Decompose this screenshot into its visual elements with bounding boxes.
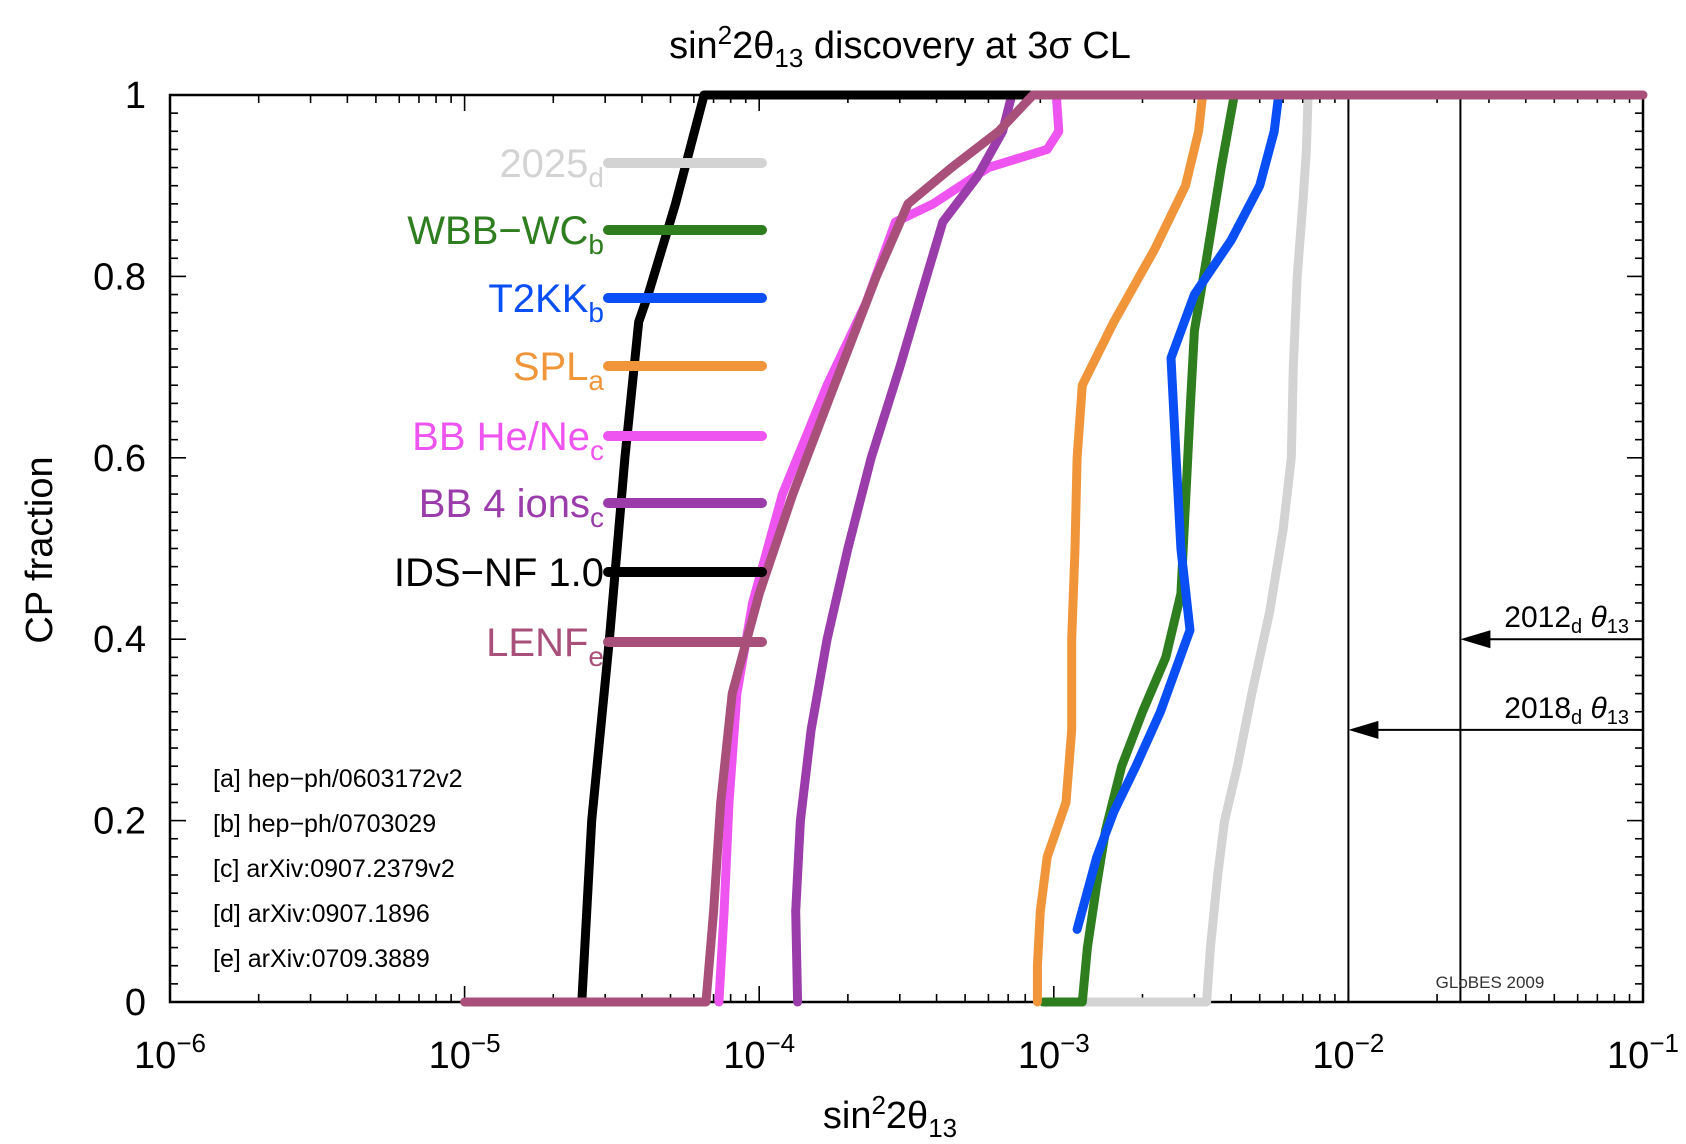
legend-label: BB 4 ionsc <box>419 482 604 533</box>
x-axis-label: sin22θ13 <box>823 1090 957 1143</box>
arrow-head <box>1348 720 1379 739</box>
x-tick-label: 10−6 <box>134 1028 206 1077</box>
legend-label: T2KKb <box>488 277 604 328</box>
y-tick-label: 0 <box>125 982 146 1024</box>
reference-item: [c] arXiv:0907.2379v2 <box>213 855 455 883</box>
legend-label: WBB−WCb <box>407 209 604 260</box>
reference-lines: 2018d θ13 2012d θ13 <box>1347 95 1643 1002</box>
y-tick-label: 0.4 <box>93 619 146 661</box>
series-line <box>460 90 1648 1007</box>
y-axis-label: CP fraction <box>19 456 61 643</box>
reference-line-label: 2018d θ13 <box>1504 692 1629 729</box>
arrow-head <box>1460 630 1491 649</box>
x-tick-label: 10−1 <box>1607 1028 1679 1077</box>
y-tick-label: 0.8 <box>93 256 146 298</box>
legend: 2025d WBB−WCb T2KKb SPLa BB He/Nec BB 4 ionsc… <box>394 142 767 672</box>
x-tick-label: 10−5 <box>429 1028 501 1077</box>
reference-item: [b] hep−ph/0703029 <box>213 810 436 838</box>
series-line <box>577 90 1035 1007</box>
series-lines <box>460 90 1648 1007</box>
y-tick-label: 1 <box>125 75 146 117</box>
x-tick-label: 10−3 <box>1018 1028 1090 1077</box>
series-line <box>1032 90 1208 1007</box>
y-tick-label: 0.2 <box>93 801 146 843</box>
series-line <box>1072 90 1284 934</box>
references: [a] hep−ph/0603172v2 [b] hep−ph/0703029 [c… <box>213 765 463 973</box>
reference-item: [d] arXiv:0907.1896 <box>213 900 430 928</box>
legend-label: SPLa <box>513 345 605 396</box>
legend-label: 2025d <box>499 142 604 193</box>
y-tick-label: 0.6 <box>93 438 146 480</box>
reference-item: [e] arXiv:0709.3889 <box>213 945 430 973</box>
axis-tick-labels: 10−6 10−5 10−4 10−3 10−2 10−1 0 0.2 0.4 0.6 0.8 1 <box>93 75 1679 1077</box>
reference-item: [a] hep−ph/0603172v2 <box>213 765 463 793</box>
chart-title: sin22θ13 discovery at 3σ CL <box>669 20 1131 73</box>
series-line <box>791 90 1017 1007</box>
x-tick-label: 10−2 <box>1312 1028 1384 1077</box>
series-line <box>1055 90 1313 1007</box>
legend-label: IDS−NF 1.0 <box>394 551 604 595</box>
credit-text: GLoBES 2009 <box>1436 973 1545 992</box>
legend-label: BB He/Nec <box>412 415 604 466</box>
x-tick-label: 10−4 <box>723 1028 795 1077</box>
legend-label: LENFe <box>486 621 604 672</box>
reference-line-label: 2012d θ13 <box>1504 601 1629 638</box>
